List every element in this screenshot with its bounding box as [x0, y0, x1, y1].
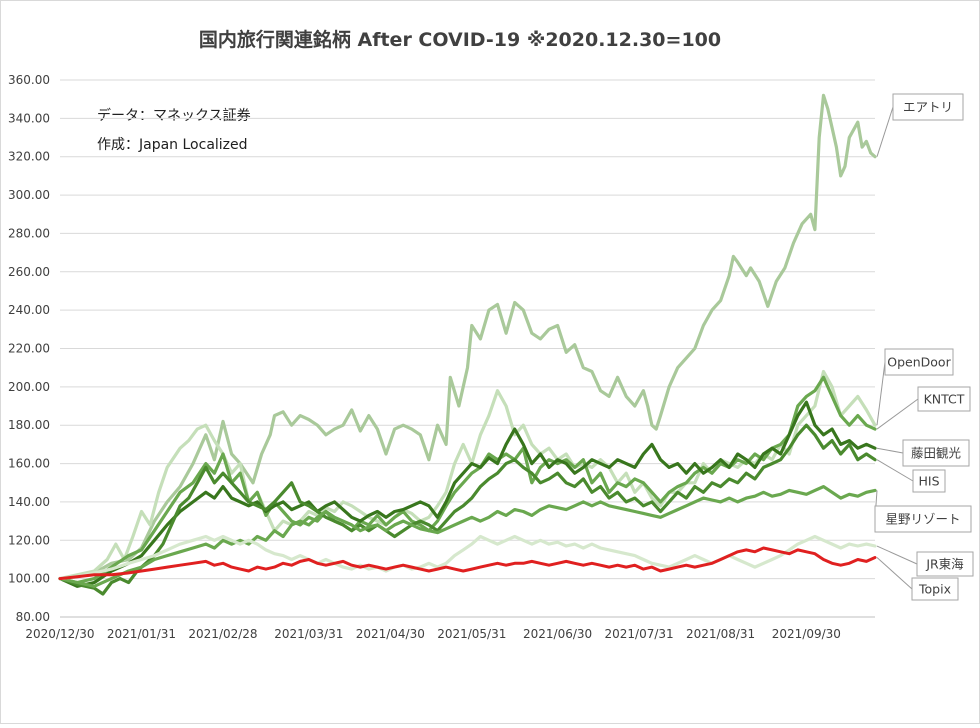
callout-leader-4: [876, 459, 914, 482]
y-tick-label-360: 360.00: [8, 73, 50, 87]
callout-box-0: [892, 93, 964, 121]
series-line-0: [58, 93, 877, 581]
author-note: 作成：Japan Localized: [97, 137, 248, 153]
y-tick-label-140: 140.00: [8, 495, 50, 509]
series-line-4: [58, 423, 877, 596]
x-tick-label-9: 2021/09/30: [772, 627, 841, 641]
y-tick-label-280: 280.00: [8, 226, 50, 240]
y-tick-label-340: 340.00: [8, 111, 50, 125]
callout-box-3: [902, 439, 970, 467]
x-tick-label-7: 2021/07/31: [604, 627, 673, 641]
callout-box-6: [916, 551, 974, 577]
callout-leader-6: [876, 545, 918, 565]
callout-box-2: [917, 386, 971, 412]
x-tick-label-5: 2021/05/31: [437, 627, 506, 641]
y-tick-label-180: 180.00: [8, 418, 50, 432]
x-tick-label-1: 2021/01/31: [107, 627, 176, 641]
callout-label-0: エアトリ: [903, 100, 953, 115]
x-tick-label-6: 2021/06/30: [523, 627, 592, 641]
series-line-7: [58, 546, 877, 581]
y-tick-label-220: 220.00: [8, 342, 50, 356]
y-axis: 80.00 100.00 120.00 140.00 160.00 180.00 200.0…: [8, 73, 50, 624]
y-tick-label-120: 120.00: [8, 533, 50, 547]
y-tick-label-240: 240.00: [8, 303, 50, 317]
callout-label-3: 藤田観光: [911, 446, 961, 461]
data-source-note: データ：マネックス証券: [97, 107, 251, 124]
y-tick-label-100: 100.00: [8, 572, 50, 586]
callout-box-1: [884, 348, 954, 376]
series-line-6: [58, 534, 877, 581]
plot-area: [58, 93, 877, 596]
callout-label-1: OpenDoor: [887, 355, 951, 370]
x-tick-label-3: 2021/03/31: [274, 627, 343, 641]
callout-leader-2: [876, 398, 919, 430]
y-tick-label-80: 80.00: [16, 610, 50, 624]
callout-box-7: [911, 577, 959, 601]
callout-box-5: [874, 505, 972, 533]
callout-label-4: HIS: [918, 474, 939, 489]
callout-label-5: 星野リゾート: [885, 512, 960, 527]
y-tick-label-300: 300.00: [8, 188, 50, 202]
callout-leader-7: [876, 557, 913, 590]
y-tick-label-160: 160.00: [8, 457, 50, 471]
x-axis: 2020/12/30 2021/01/31 2021/02/28 2021/03/31…: [25, 627, 841, 641]
callout-leader-3: [876, 447, 904, 454]
y-tick-label-200: 200.00: [8, 380, 50, 394]
y-tick-label-320: 320.00: [8, 150, 50, 164]
x-tick-label-0: 2020/12/30: [25, 627, 94, 641]
x-tick-label-4: 2021/04/30: [356, 627, 425, 641]
chart-title: 国内旅行関連銘柄 After COVID-19 ※2020.12.30=100: [199, 28, 721, 51]
x-tick-label-2: 2021/02/28: [188, 627, 257, 641]
callout-label-6: JR東海: [925, 557, 964, 572]
y-tick-label-260: 260.00: [8, 265, 50, 279]
x-tick-label-8: 2021/08/31: [686, 627, 755, 641]
series-line-3: [58, 400, 877, 588]
series-callouts: エアトリ OpenDoor KNTCT 藤田観光 HIS 星野リゾート JR東海 Topix: [874, 93, 974, 601]
callout-leader-1: [876, 361, 886, 426]
callout-box-4: [912, 469, 946, 493]
callout-label-2: KNTCT: [924, 392, 965, 407]
callout-leader-0: [876, 106, 894, 157]
callout-label-7: Topix: [918, 582, 951, 597]
gridlines: [60, 79, 875, 618]
